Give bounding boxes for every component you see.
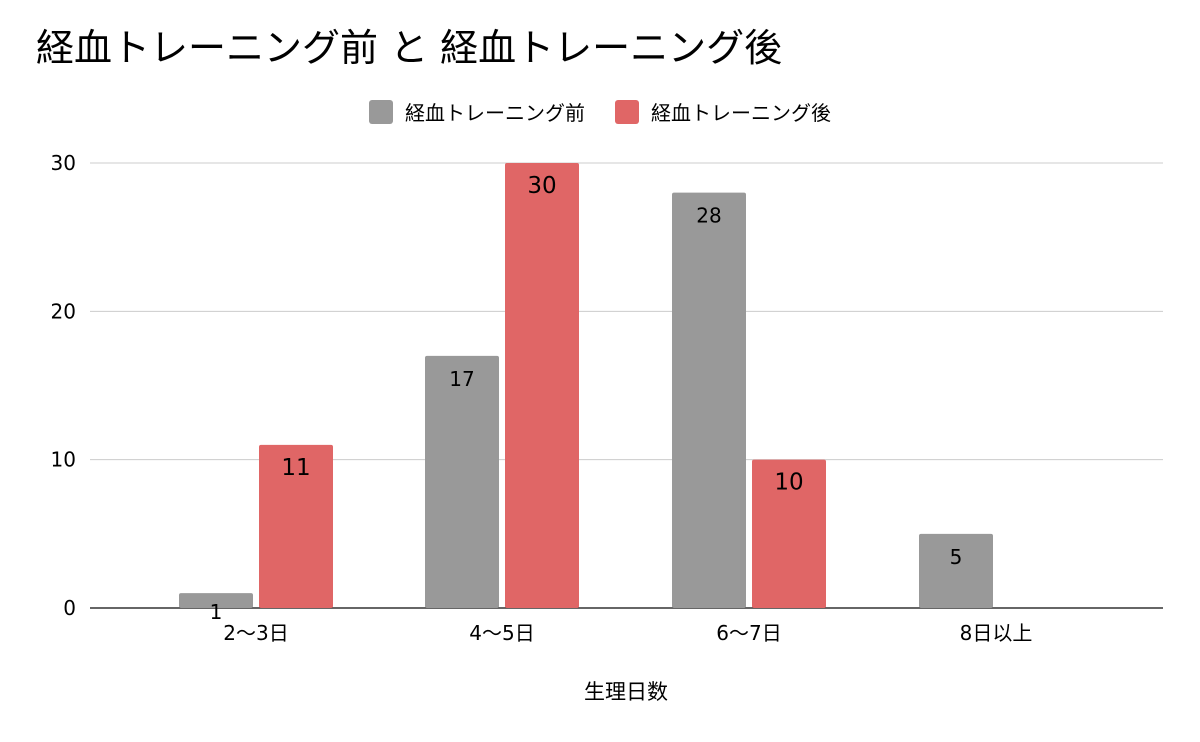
legend-swatch-before: [369, 99, 393, 124]
bar-data-label: 5: [950, 545, 963, 569]
bar: [672, 192, 746, 608]
bar: [752, 459, 826, 608]
chart-title: 経血トレーニング前 と 経血トレーニング後: [36, 26, 783, 70]
x-axis-title: 生理日数: [584, 680, 668, 704]
legend-item-before[interactable]: 経血トレーニング前: [369, 97, 585, 126]
x-tick-label: 2〜3日: [223, 621, 288, 645]
y-tick-label: 10: [51, 448, 76, 472]
bar: [179, 593, 253, 608]
bar-data-label: 1: [210, 600, 223, 624]
y-tick-label: 0: [63, 596, 76, 620]
bar-data-label: 28: [696, 204, 721, 228]
legend-label-before: 経血トレーニング前: [405, 101, 585, 125]
y-tick-label: 20: [51, 299, 76, 323]
legend-item-after[interactable]: 経血トレーニング後: [615, 97, 831, 126]
x-tick-label: 8日以上: [960, 621, 1033, 645]
bar-data-label: 10: [774, 470, 803, 496]
legend-swatch-after: [615, 99, 639, 124]
x-tick-label: 6〜7日: [716, 621, 781, 645]
bar: [919, 533, 993, 608]
legend: 経血トレーニング前 経血トレーニング後: [0, 97, 1200, 126]
bar: [505, 163, 579, 608]
bar: [259, 444, 333, 608]
bar: [425, 355, 499, 608]
legend-label-after: 経血トレーニング後: [651, 101, 831, 125]
y-tick-label: 30: [51, 151, 76, 175]
bar-data-label: 11: [281, 455, 310, 481]
bar-data-label: 17: [449, 367, 474, 391]
x-tick-label: 4〜5日: [469, 621, 534, 645]
bar-data-label: 30: [527, 173, 556, 199]
